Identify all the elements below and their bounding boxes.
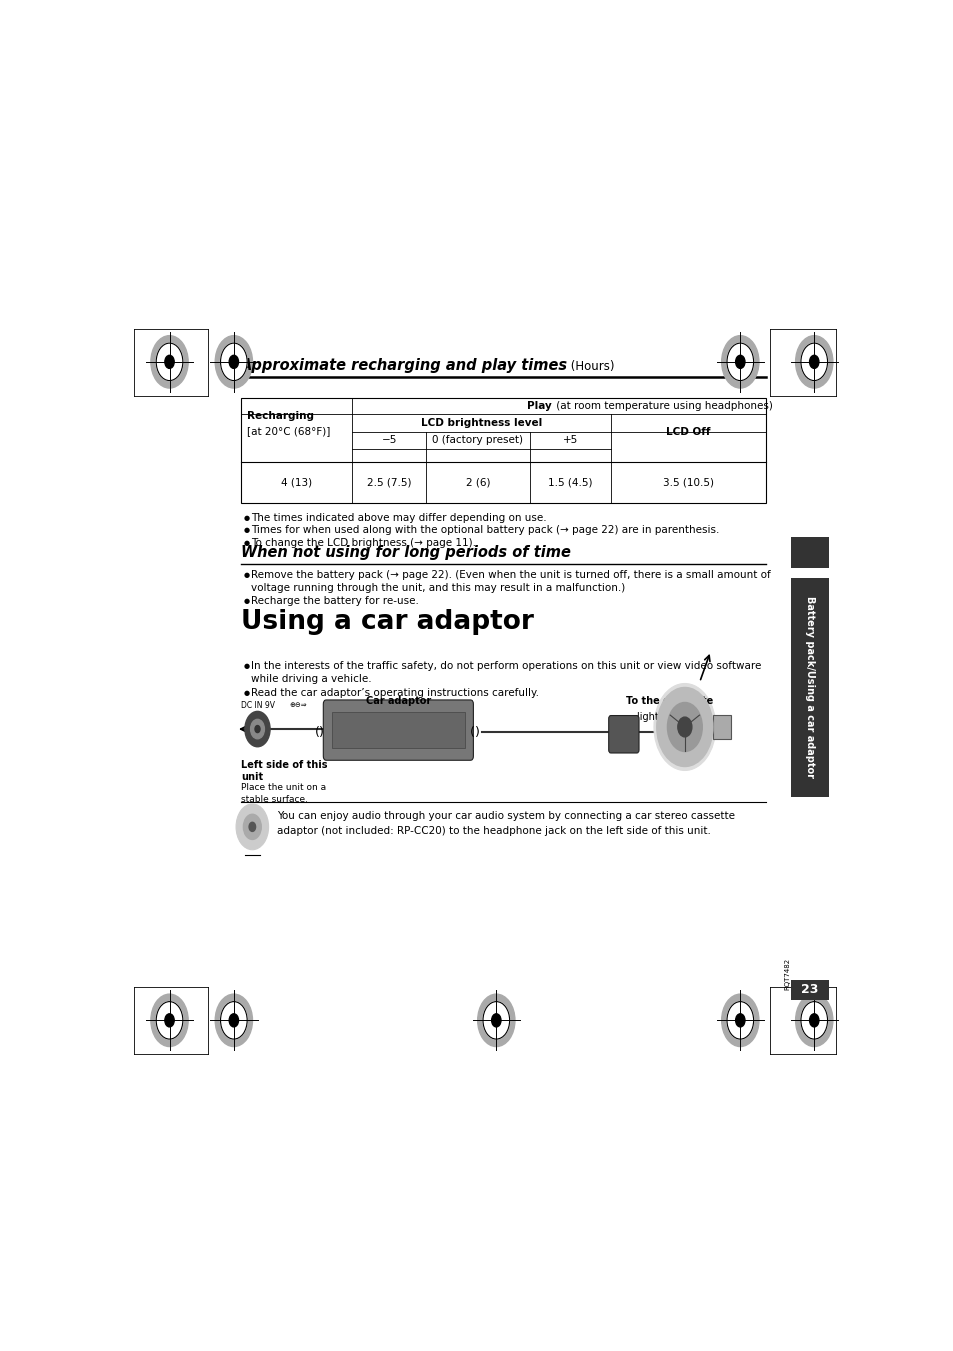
- Text: To change the LCD brightness (→ page 11).: To change the LCD brightness (→ page 11)…: [251, 538, 476, 549]
- Text: lighter socket: lighter socket: [637, 712, 702, 723]
- Text: Read the car adaptor’s operating instructions carefully.: Read the car adaptor’s operating instruc…: [251, 688, 538, 697]
- Circle shape: [249, 823, 255, 831]
- Circle shape: [220, 1001, 247, 1039]
- Text: 2 (6): 2 (6): [465, 477, 490, 488]
- Text: Play: Play: [526, 401, 551, 411]
- Text: 2.5 (7.5): 2.5 (7.5): [367, 477, 411, 488]
- Circle shape: [477, 994, 515, 1047]
- Circle shape: [653, 684, 715, 770]
- FancyBboxPatch shape: [323, 700, 473, 761]
- Text: ●: ●: [243, 662, 250, 669]
- Circle shape: [726, 1001, 753, 1039]
- Text: 4 (13): 4 (13): [281, 477, 312, 488]
- Bar: [241, 399, 765, 504]
- Text: 3.5 (10.5): 3.5 (10.5): [662, 477, 713, 488]
- Circle shape: [229, 355, 238, 369]
- Circle shape: [165, 355, 174, 369]
- Circle shape: [220, 343, 247, 381]
- Circle shape: [809, 1013, 818, 1027]
- Text: ⊕⊖⇒: ⊕⊖⇒: [289, 703, 307, 708]
- Text: ●: ●: [243, 540, 250, 546]
- Text: stable surface.: stable surface.: [241, 794, 308, 804]
- Text: −5: −5: [381, 435, 396, 446]
- Text: (at room temperature using headphones): (at room temperature using headphones): [552, 401, 772, 411]
- Text: +5: +5: [562, 435, 578, 446]
- Circle shape: [156, 343, 183, 381]
- Circle shape: [245, 712, 270, 747]
- Circle shape: [656, 688, 712, 766]
- Text: while driving a vehicle.: while driving a vehicle.: [251, 674, 371, 684]
- Text: ●: ●: [243, 598, 250, 604]
- Circle shape: [735, 1013, 744, 1027]
- Text: (not included: DY-DC95): (not included: DY-DC95): [339, 712, 456, 723]
- Text: 0 (factory preset): 0 (factory preset): [432, 435, 523, 446]
- Circle shape: [491, 1013, 500, 1027]
- Circle shape: [678, 717, 691, 736]
- Circle shape: [215, 994, 253, 1047]
- Text: Recharge the battery for re-use.: Recharge the battery for re-use.: [251, 596, 418, 607]
- Text: ●: ●: [243, 527, 250, 534]
- Bar: [712, 715, 731, 739]
- Text: The times indicated above may differ depending on use.: The times indicated above may differ dep…: [251, 513, 546, 523]
- Text: RQT7482: RQT7482: [783, 958, 789, 990]
- Text: In the interests of the traffic safety, do not perform operations on this unit o: In the interests of the traffic safety, …: [251, 661, 760, 670]
- Text: Using a car adaptor: Using a car adaptor: [241, 609, 534, 635]
- Text: Car adaptor: Car adaptor: [365, 696, 431, 707]
- Text: Left side of this: Left side of this: [241, 761, 328, 770]
- Circle shape: [151, 994, 188, 1047]
- Text: ●: ●: [243, 515, 250, 521]
- Text: Place the unit on a: Place the unit on a: [241, 784, 326, 792]
- Text: LCD Off: LCD Off: [665, 427, 710, 436]
- Circle shape: [215, 335, 253, 388]
- Circle shape: [809, 355, 818, 369]
- Circle shape: [720, 994, 759, 1047]
- Circle shape: [795, 335, 832, 388]
- Circle shape: [165, 1013, 174, 1027]
- Text: LCD brightness level: LCD brightness level: [420, 417, 541, 428]
- Text: DC IN 9V: DC IN 9V: [241, 701, 275, 709]
- Circle shape: [251, 719, 264, 739]
- Circle shape: [726, 343, 753, 381]
- Bar: [790, 979, 828, 1000]
- Text: ): ): [319, 725, 324, 739]
- Text: (: (: [314, 725, 319, 739]
- Circle shape: [482, 1001, 509, 1039]
- Text: Approximate recharging and play times: Approximate recharging and play times: [241, 358, 568, 373]
- Text: Battery pack/Using a car adaptor: Battery pack/Using a car adaptor: [804, 596, 814, 778]
- Text: To the cigarette: To the cigarette: [626, 696, 713, 707]
- Text: ●: ●: [243, 571, 250, 578]
- Text: You can enjoy audio through your car audio system by connecting a car stereo cas: You can enjoy audio through your car aud…: [276, 812, 734, 821]
- Text: 23: 23: [801, 984, 818, 996]
- Text: Remove the battery pack (→ page 22). (Even when the unit is turned off, there is: Remove the battery pack (→ page 22). (Ev…: [251, 570, 770, 580]
- Circle shape: [667, 703, 701, 751]
- Circle shape: [151, 335, 188, 388]
- Text: unit: unit: [241, 771, 263, 782]
- FancyBboxPatch shape: [608, 716, 639, 753]
- Circle shape: [156, 1001, 183, 1039]
- Text: [at 20°C (68°F)]: [at 20°C (68°F)]: [247, 426, 330, 436]
- Text: ●: ●: [243, 689, 250, 696]
- Text: Recharging: Recharging: [247, 412, 314, 422]
- Bar: [790, 536, 828, 567]
- Circle shape: [720, 335, 759, 388]
- Bar: [332, 712, 464, 748]
- Text: When not using for long periods of time: When not using for long periods of time: [241, 544, 571, 559]
- Circle shape: [254, 725, 260, 732]
- Circle shape: [235, 804, 269, 850]
- Text: (: (: [470, 725, 475, 739]
- Circle shape: [229, 1013, 238, 1027]
- Text: voltage running through the unit, and this may result in a malfunction.): voltage running through the unit, and th…: [251, 582, 624, 593]
- Text: 1.5 (4.5): 1.5 (4.5): [547, 477, 592, 488]
- Circle shape: [795, 994, 832, 1047]
- Circle shape: [735, 355, 744, 369]
- Text: adaptor (not included: RP-CC20) to the headphone jack on the left side of this u: adaptor (not included: RP-CC20) to the h…: [276, 825, 710, 836]
- Text: ): ): [475, 725, 479, 739]
- Text: Times for when used along with the optional battery pack (→ page 22) are in pare: Times for when used along with the optio…: [251, 526, 719, 535]
- Text: (Hours): (Hours): [566, 361, 614, 373]
- Circle shape: [243, 815, 261, 839]
- Bar: [790, 578, 828, 797]
- Circle shape: [801, 1001, 826, 1039]
- Circle shape: [801, 343, 826, 381]
